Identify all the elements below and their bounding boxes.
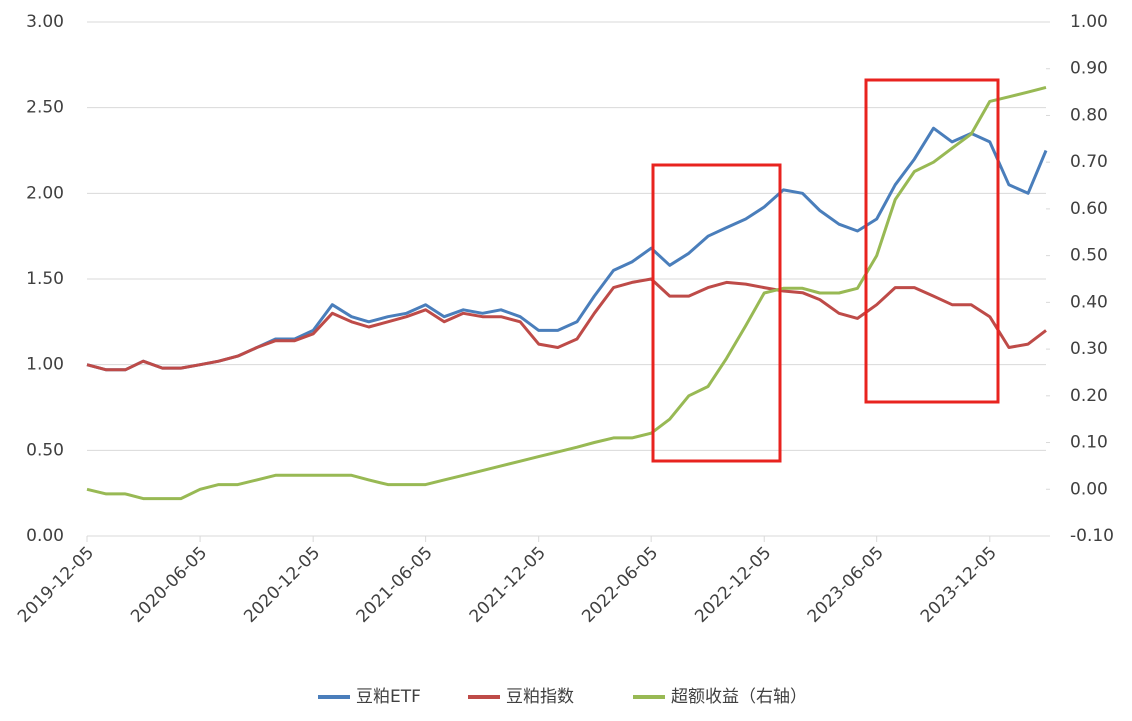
x-tick-label: 2022-12-05 (691, 543, 775, 627)
y-tick-label: 1.50 (26, 269, 64, 289)
legend-label: 超额收益（右轴） (671, 687, 807, 707)
y2-tick-label: 0.40 (1070, 292, 1108, 312)
x-tick-label: 2022-06-05 (578, 543, 662, 627)
y-tick-label: 2.50 (26, 98, 64, 118)
series-line (86, 277, 1047, 372)
x-tick-label: 2021-06-05 (353, 543, 437, 627)
x-tick-label: 2019-12-05 (14, 543, 98, 627)
y2-tick-label: -0.10 (1070, 526, 1114, 546)
x-tick-label: 2020-06-05 (127, 543, 211, 627)
x-tick-label: 2020-12-05 (240, 543, 324, 627)
y2-tick-label: 0.70 (1070, 152, 1108, 172)
plot: 0.00 0.50 1.00 1.50 2.00 2.50 3.00 -0.10 0.00 0.1… (14, 12, 1114, 707)
y2-tick-label: 0.50 (1070, 246, 1108, 266)
series-line (86, 85, 1047, 501)
y2-tick-label: 0.60 (1070, 199, 1108, 219)
y2-tick-label: 1.00 (1070, 12, 1108, 32)
y-tick-label: 3.00 (26, 12, 64, 32)
x-tick-label: 2021-12-05 (466, 543, 550, 627)
y2-tick-label: 0.20 (1070, 386, 1108, 406)
highlight-box (651, 163, 782, 463)
x-tick-label: 2023-12-05 (917, 543, 1001, 627)
legend-label: 豆粕ETF (356, 687, 421, 707)
y2-tick-label: 0.10 (1070, 433, 1108, 453)
highlight-box (864, 78, 1000, 404)
y-tick-label: 0.50 (26, 440, 64, 460)
legend-label: 豆粕指数 (506, 687, 574, 707)
y-tick-label: 0.00 (26, 526, 64, 546)
y-tick-label: 2.00 (26, 183, 64, 203)
y2-tick-label: 0.30 (1070, 339, 1108, 359)
y2-tick-label: 0.00 (1070, 479, 1108, 499)
x-tick-label: 2023-06-05 (804, 543, 888, 627)
y2-tick-label: 0.90 (1070, 59, 1108, 79)
series-line (86, 126, 1048, 372)
y2-tick-label: 0.80 (1070, 105, 1108, 125)
y-tick-label: 1.00 (26, 355, 64, 375)
